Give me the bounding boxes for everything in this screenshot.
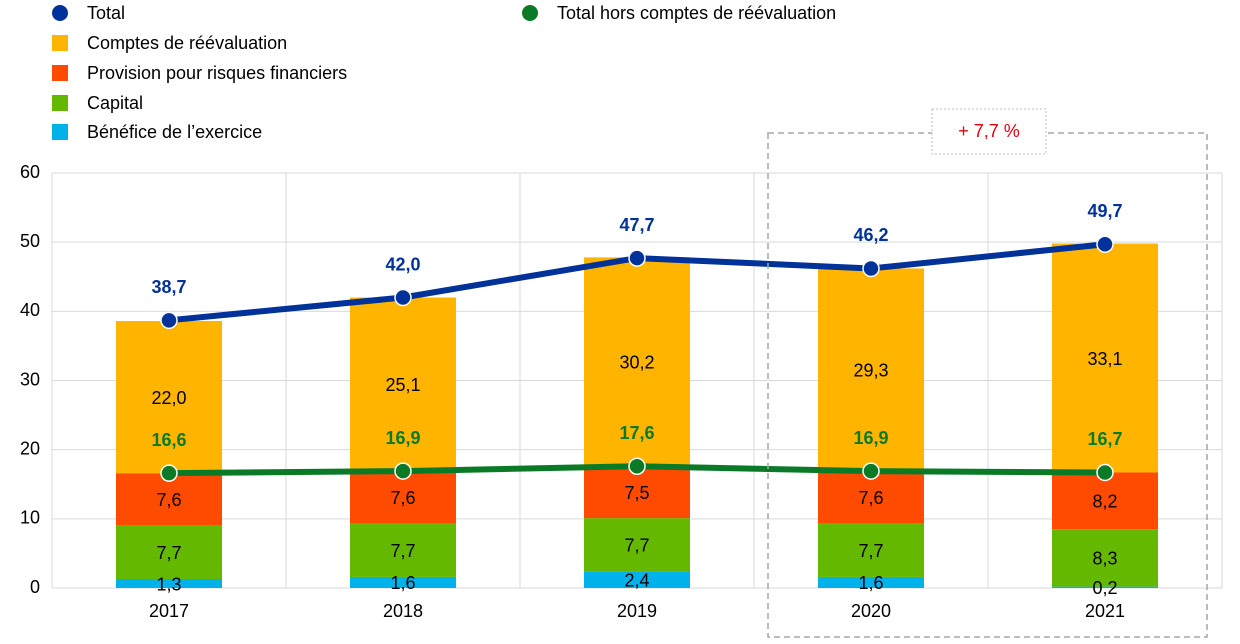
line-point <box>160 464 178 482</box>
x-tick-label: 2018 <box>383 601 423 621</box>
bar-segment <box>116 525 222 580</box>
y-tick-label: 60 <box>20 162 40 182</box>
y-tick-label: 50 <box>20 231 40 251</box>
legend-label: Total <box>87 3 125 23</box>
legend-label: Total hors comptes de réévaluation <box>557 3 836 23</box>
line-point <box>160 311 178 330</box>
bar-segment <box>818 268 924 472</box>
bar-segment <box>350 576 456 588</box>
legend-label: Provision pour risques financiers <box>87 63 347 83</box>
x-tick-label: 2017 <box>149 601 189 621</box>
line-point <box>394 288 412 307</box>
line-label: 16,7 <box>1087 429 1122 449</box>
line-label: 38,7 <box>151 277 186 297</box>
bar-segment <box>584 257 690 467</box>
data-label: 1,6 <box>858 573 883 593</box>
bar-segment <box>1052 529 1158 587</box>
bar-segment <box>116 321 222 474</box>
bar-segment <box>584 518 690 572</box>
bar-segment <box>1052 472 1158 530</box>
line-label: 42,0 <box>385 254 420 274</box>
line-label: 16,9 <box>853 428 888 448</box>
line-point <box>1096 463 1114 482</box>
line-label: 49,7 <box>1087 201 1122 221</box>
bar-segment <box>818 471 924 524</box>
bar-segment <box>116 473 222 526</box>
y-tick-label: 30 <box>20 369 40 389</box>
data-label: 30,2 <box>619 353 654 373</box>
legend-marker <box>52 35 68 51</box>
bar-segment <box>116 579 222 588</box>
bar-segment <box>584 571 690 588</box>
bar-segment <box>818 523 924 577</box>
line-point <box>1096 235 1114 253</box>
data-label: 25,1 <box>385 375 420 395</box>
legend-marker <box>52 65 68 81</box>
y-tick-label: 0 <box>30 577 40 597</box>
line-label: 17,6 <box>619 423 654 443</box>
data-label: 7,7 <box>624 536 649 556</box>
line-point <box>394 462 412 480</box>
bar-segment <box>1052 243 1158 473</box>
line-label: 47,7 <box>619 215 654 235</box>
y-tick-label: 10 <box>20 508 40 528</box>
data-label: 7,6 <box>156 490 181 510</box>
legend-marker <box>522 5 538 21</box>
legend-marker <box>52 95 68 111</box>
bar-segment <box>350 297 456 472</box>
line-label: 16,9 <box>385 428 420 448</box>
data-label: 7,6 <box>858 488 883 508</box>
data-label: 7,7 <box>390 541 415 561</box>
y-tick-label: 40 <box>20 300 40 320</box>
data-label: 1,3 <box>156 574 181 594</box>
data-label: 8,2 <box>1092 492 1117 512</box>
data-label: 7,7 <box>156 543 181 563</box>
data-label: 7,7 <box>858 541 883 561</box>
x-tick-label: 2021 <box>1085 601 1125 621</box>
data-label: 7,6 <box>390 488 415 508</box>
line-label: 46,2 <box>853 225 888 245</box>
annotation: + 7,7 % <box>958 121 1020 141</box>
data-label: 8,3 <box>1092 549 1117 569</box>
data-label: 29,3 <box>853 361 888 381</box>
line-point <box>862 462 880 480</box>
data-label: 2,4 <box>624 570 649 590</box>
data-label: 33,1 <box>1087 349 1122 369</box>
line-label: 16,6 <box>151 430 186 450</box>
data-label: 0,2 <box>1092 578 1117 598</box>
line-point <box>628 249 646 267</box>
bar-segment <box>350 471 456 524</box>
data-label: 7,5 <box>624 483 649 503</box>
bar-segment <box>818 576 924 588</box>
data-label: 22,0 <box>151 388 186 408</box>
data-label: 1,6 <box>390 573 415 593</box>
bar-segment <box>350 523 456 577</box>
legend-label: Capital <box>87 93 143 113</box>
highlight-box <box>767 132 1208 638</box>
x-tick-label: 2020 <box>851 601 891 621</box>
legend-marker <box>52 5 68 21</box>
legend-label: Comptes de réévaluation <box>87 33 287 53</box>
y-tick-label: 20 <box>20 438 40 458</box>
plot: 0 10 20 30 40 50 60 2017 2018 2019 2020 2021 1,3 1,6 2… <box>20 3 1223 621</box>
legend-label: Bénéfice de l’exercice <box>87 122 262 142</box>
x-tick-label: 2019 <box>617 601 657 621</box>
line-point <box>628 457 646 476</box>
legend-marker <box>52 124 68 140</box>
line-point <box>862 259 880 278</box>
annotation-box <box>931 108 1047 155</box>
bar-segment <box>1052 586 1158 588</box>
